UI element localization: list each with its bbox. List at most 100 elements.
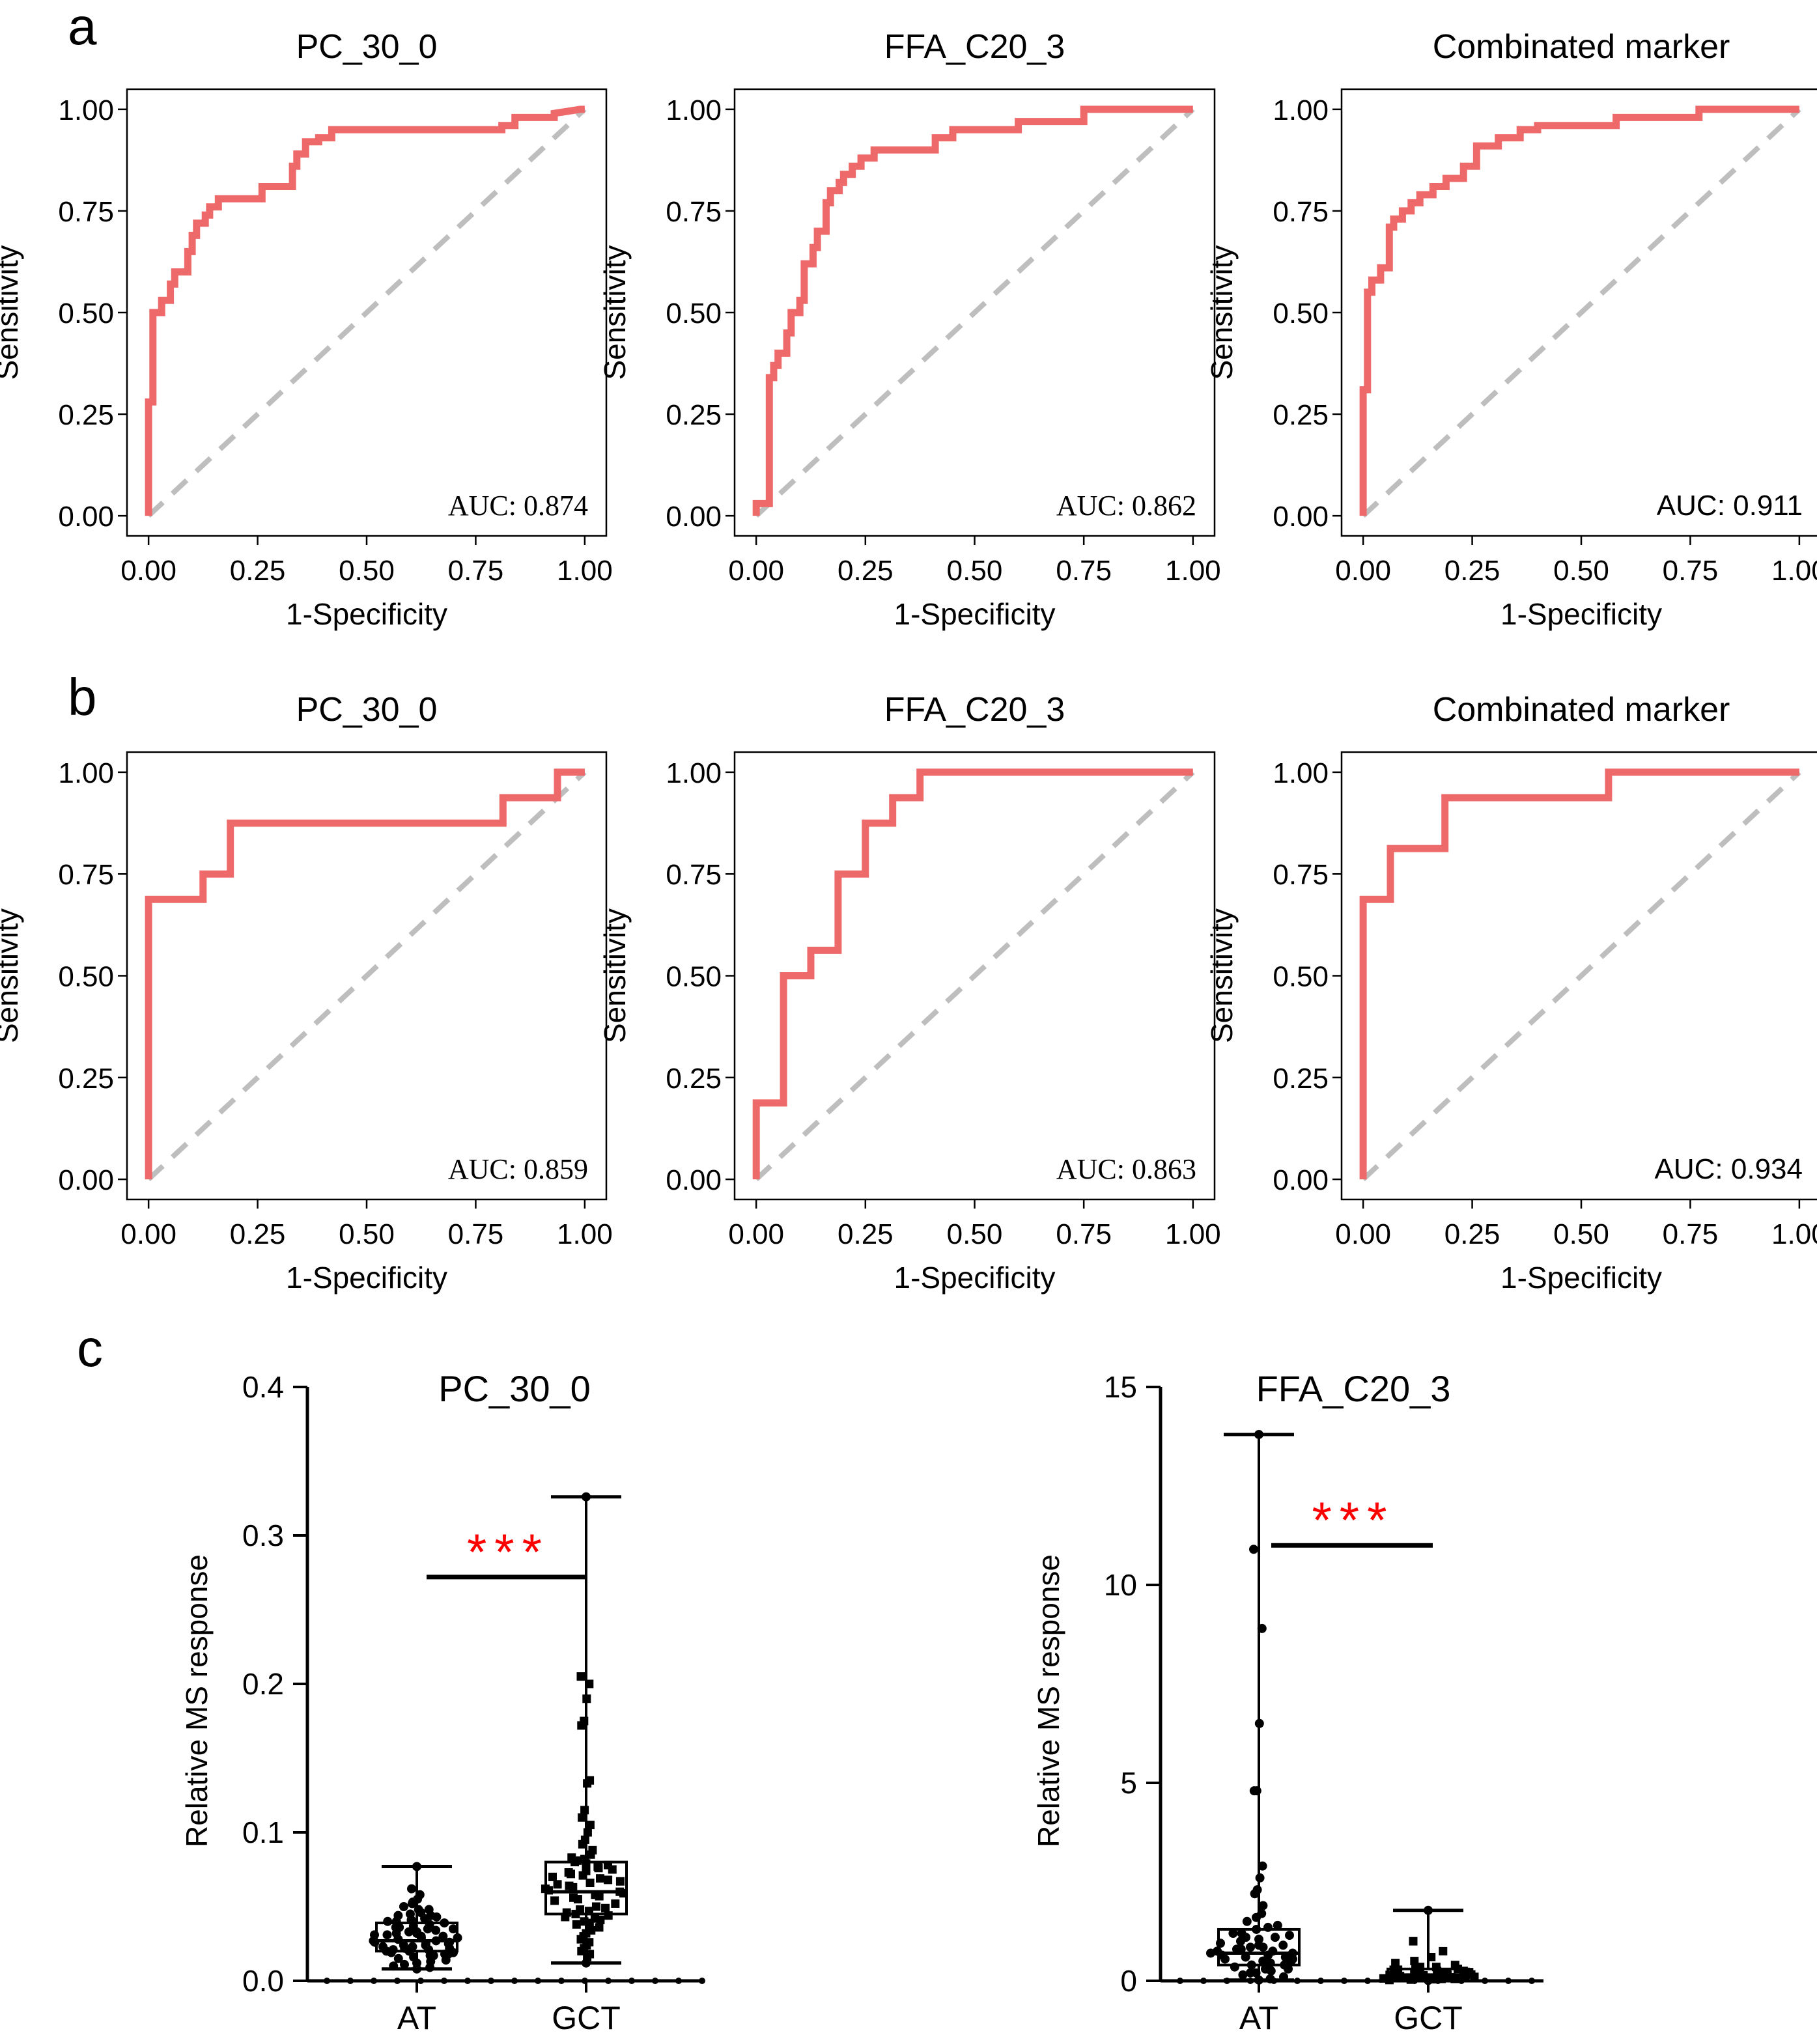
data-point [578, 1813, 587, 1822]
y-tick-label: 10 [1104, 1568, 1137, 1602]
data-point [1439, 1946, 1448, 1955]
data-point [619, 1888, 628, 1897]
baseline-dot [1528, 1978, 1535, 1984]
data-point [382, 1930, 392, 1940]
data-point [408, 1897, 417, 1907]
baseline-dot [1177, 1978, 1183, 1984]
max-point [582, 1492, 591, 1502]
data-point [1230, 1962, 1239, 1972]
baseline-dot [488, 1978, 494, 1984]
data-point [407, 1884, 416, 1894]
data-point [584, 1907, 593, 1916]
x-axis-label: 1-Specificity [894, 597, 1056, 631]
data-point [1443, 1969, 1452, 1978]
data-point [561, 1912, 570, 1922]
data-point [1428, 1975, 1437, 1984]
max-point [1254, 1429, 1263, 1439]
baseline-dot [371, 1978, 377, 1984]
x-tick-label: 1.00 [1165, 1218, 1221, 1250]
data-point [604, 1911, 613, 1920]
roc-chart-5: 0.00 0.25 0.50 0.75 1.00 0.00 0.25 0.50 0.75 1.00… [1205, 691, 1817, 1295]
y-tick-label: 1.00 [58, 94, 114, 126]
data-point [453, 1933, 462, 1942]
panel-label-b: b [68, 668, 97, 726]
data-point [414, 1905, 423, 1914]
data-point [431, 1925, 441, 1935]
data-point [1263, 1922, 1273, 1932]
data-point [1265, 1974, 1275, 1983]
data-point [608, 1865, 617, 1874]
y-tick-label: 0.3 [242, 1519, 284, 1552]
baseline-dot [511, 1978, 518, 1984]
chart-title: FFA_C20_3 [1256, 1368, 1451, 1409]
y-tick-label: 0.4 [242, 1370, 284, 1404]
data-point [583, 1828, 592, 1837]
data-point [1245, 1968, 1255, 1978]
x-tick-label: 0.75 [448, 1218, 504, 1250]
data-point [1285, 1931, 1294, 1940]
auc-label: AUC: 0.862 [1056, 490, 1196, 522]
x-tick-label: 0.75 [1663, 1218, 1719, 1250]
x-axis-label: 1-Specificity [286, 597, 447, 631]
roc-chart-3: 0.00 0.25 0.50 0.75 1.00 0.00 0.25 0.50 0.75 1.00… [0, 691, 613, 1295]
data-point [1280, 1960, 1289, 1970]
data-point [615, 1877, 625, 1886]
data-point [576, 1672, 585, 1681]
x-tick-label: 0.25 [230, 555, 286, 587]
y-tick-label: 0.75 [666, 196, 722, 228]
data-point [595, 1892, 604, 1901]
x-tick-label: 0.50 [1553, 1218, 1609, 1250]
y-tick-label: 0.75 [58, 859, 114, 891]
data-point [1258, 1901, 1268, 1911]
roc-curve [145, 768, 585, 1180]
x-tick-label: 0.00 [728, 555, 784, 587]
roc-chart-1: 0.00 0.25 0.50 0.75 1.00 0.00 0.25 0.50 0.75 1.00… [598, 28, 1221, 631]
data-point [1206, 1948, 1215, 1958]
data-point [611, 1899, 620, 1908]
data-point [1228, 1929, 1238, 1939]
y-tick-label: 0.25 [58, 1063, 114, 1095]
baseline-dot [324, 1978, 330, 1984]
data-point [425, 1963, 435, 1972]
data-point [583, 1953, 592, 1962]
x-tick-label: 0.25 [1444, 555, 1500, 587]
y-tick-label: 0.00 [1273, 1164, 1329, 1196]
roc-chart-4: 0.00 0.25 0.50 0.75 1.00 0.00 0.25 0.50 0.75 1.00… [598, 691, 1221, 1295]
x-axis-label: 1-Specificity [1500, 1261, 1662, 1295]
data-point [585, 1879, 595, 1888]
data-point [1247, 1960, 1256, 1970]
y-tick-label: 0.00 [666, 501, 722, 533]
auc-label: AUC: 0.911 [1657, 490, 1803, 522]
max-point [412, 1862, 421, 1871]
data-point [591, 1902, 600, 1911]
data-point [1409, 1937, 1418, 1946]
y-tick-label: 0.50 [666, 298, 722, 329]
data-point [1216, 1939, 1225, 1948]
x-tick-label: 0.25 [838, 555, 894, 587]
data-point [1396, 1973, 1405, 1982]
x-axis-label: 1-Specificity [894, 1261, 1056, 1295]
data-point [395, 1922, 404, 1932]
chance-diagonal [1361, 107, 1801, 518]
x-tick-label: 0.75 [1056, 1218, 1112, 1250]
data-point [578, 1871, 587, 1880]
data-point [1268, 1946, 1278, 1956]
data-point [399, 1902, 408, 1911]
data-point [553, 1880, 562, 1889]
data-point [431, 1936, 441, 1946]
data-point [571, 1909, 580, 1918]
roc-curve [145, 105, 585, 516]
roc-curve [752, 105, 1193, 516]
data-point [593, 1862, 602, 1871]
y-axis-label: Sensitivity [1205, 908, 1239, 1043]
data-point [412, 1958, 421, 1968]
data-point [582, 1694, 591, 1703]
baseline-dot [1482, 1978, 1488, 1984]
data-point [564, 1868, 573, 1877]
roc-curve [1359, 105, 1799, 516]
x-tick-label: 0.50 [947, 1218, 1003, 1250]
auc-label: AUC: 0.874 [448, 490, 588, 522]
y-tick-label: 0.50 [58, 298, 114, 329]
panel-label-a: a [68, 0, 97, 55]
y-tick-label: 0.75 [58, 196, 114, 228]
